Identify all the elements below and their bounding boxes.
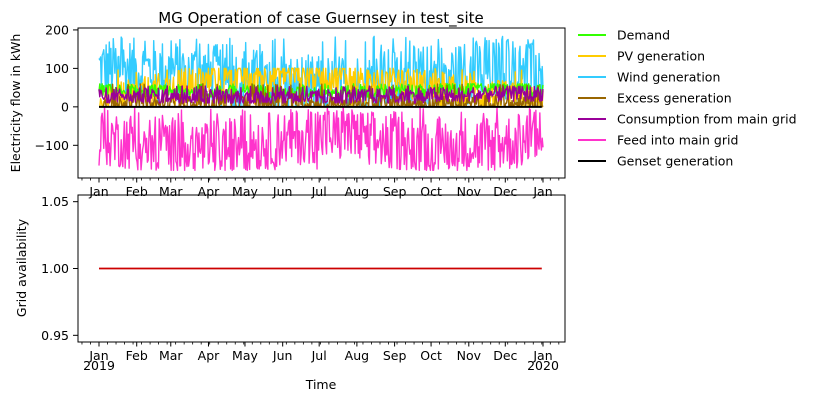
y-tick-label: 0 bbox=[61, 99, 69, 114]
y-tick-label: 1.05 bbox=[41, 194, 69, 209]
x-tick-label: Aug bbox=[345, 348, 369, 363]
legend-entry-consumption-from-main-grid: Consumption from main grid bbox=[578, 112, 797, 127]
x-tick-label: Feb bbox=[126, 348, 148, 363]
x-tick-label: Feb bbox=[126, 184, 148, 199]
x-tick-label: Sep bbox=[383, 184, 407, 199]
top-chart-x-ticks: Jan Feb Mar Apr May Jun Jul Aug Sep Oct Nov Dec Jan bbox=[81, 178, 560, 199]
year-start-label: 2019 bbox=[83, 358, 115, 373]
y-tick-label: 200 bbox=[45, 22, 69, 37]
legend-label: Demand bbox=[617, 28, 670, 43]
year-end-label: 2020 bbox=[527, 358, 559, 373]
y-tick-label: 100 bbox=[45, 61, 69, 76]
x-tick-label: Jul bbox=[311, 348, 327, 363]
top-chart: MG Operation of case Guernsey in test_si… bbox=[8, 9, 566, 199]
bottom-chart-x-ticks: Jan Feb Mar Apr May Jun Jul Aug Sep Oct Nov Dec Jan bbox=[81, 342, 560, 363]
x-tick-label: Apr bbox=[198, 184, 220, 199]
x-tick-label: May bbox=[232, 348, 258, 363]
x-tick-label: May bbox=[232, 184, 258, 199]
bottom-chart-ylabel: Grid availability bbox=[14, 218, 29, 317]
x-tick-label: Aug bbox=[345, 184, 369, 199]
top-chart-title: MG Operation of case Guernsey in test_si… bbox=[158, 9, 484, 28]
bottom-chart-xlabel: Time bbox=[305, 377, 337, 392]
series-consumption-from-main-grid bbox=[98, 85, 544, 104]
bottom-chart: 0.95 1.00 1.05 Jan Feb Mar Apr May Jun Jul Aug Sep… bbox=[14, 194, 566, 392]
legend-entry-excess-generation: Excess generation bbox=[578, 91, 732, 106]
x-tick-label: Jan bbox=[88, 184, 108, 199]
x-tick-label: Jun bbox=[272, 184, 293, 199]
legend-label: Feed into main grid bbox=[617, 133, 738, 148]
legend-entry-feed-into-main-grid: Feed into main grid bbox=[578, 133, 738, 148]
legend-label: Wind generation bbox=[617, 70, 720, 85]
top-chart-series bbox=[98, 35, 544, 172]
series-feed-into-main-grid bbox=[98, 106, 544, 172]
x-tick-label: Dec bbox=[493, 348, 517, 363]
x-tick-label: Jan bbox=[88, 348, 108, 363]
legend-label: Consumption from main grid bbox=[617, 112, 797, 127]
top-chart-y-ticks: −100 0 100 200 bbox=[35, 22, 78, 153]
top-chart-ylabel: Electricity flow in kWh bbox=[8, 34, 23, 173]
x-tick-label: Mar bbox=[159, 184, 183, 199]
x-tick-label: Jan bbox=[532, 348, 552, 363]
legend-entry-pv-generation: PV generation bbox=[578, 49, 705, 64]
y-tick-label: 1.00 bbox=[41, 261, 69, 276]
x-tick-label: Mar bbox=[159, 348, 183, 363]
legend: Demand PV generation Wind generation Excess… bbox=[578, 28, 797, 169]
x-tick-label: Nov bbox=[457, 184, 482, 199]
legend-label: Genset generation bbox=[617, 154, 733, 169]
x-tick-label: Dec bbox=[493, 184, 517, 199]
top-chart-frame bbox=[77, 27, 566, 179]
legend-entry-genset-generation: Genset generation bbox=[578, 154, 733, 169]
x-tick-label: Jan bbox=[532, 184, 552, 199]
x-tick-label: Oct bbox=[420, 184, 442, 199]
y-tick-label: −100 bbox=[35, 138, 69, 153]
x-tick-label: Sep bbox=[383, 348, 407, 363]
x-tick-label: Apr bbox=[198, 348, 220, 363]
legend-label: Excess generation bbox=[617, 91, 732, 106]
x-tick-label: Nov bbox=[457, 348, 482, 363]
x-tick-label: Oct bbox=[420, 348, 442, 363]
bottom-chart-y-ticks: 0.95 1.00 1.05 bbox=[41, 194, 78, 343]
x-tick-label: Jun bbox=[272, 348, 293, 363]
legend-entry-demand: Demand bbox=[578, 28, 670, 43]
legend-entry-wind-generation: Wind generation bbox=[578, 70, 720, 85]
y-tick-label: 0.95 bbox=[41, 328, 69, 343]
legend-label: PV generation bbox=[617, 49, 705, 64]
x-tick-label: Jul bbox=[311, 184, 327, 199]
